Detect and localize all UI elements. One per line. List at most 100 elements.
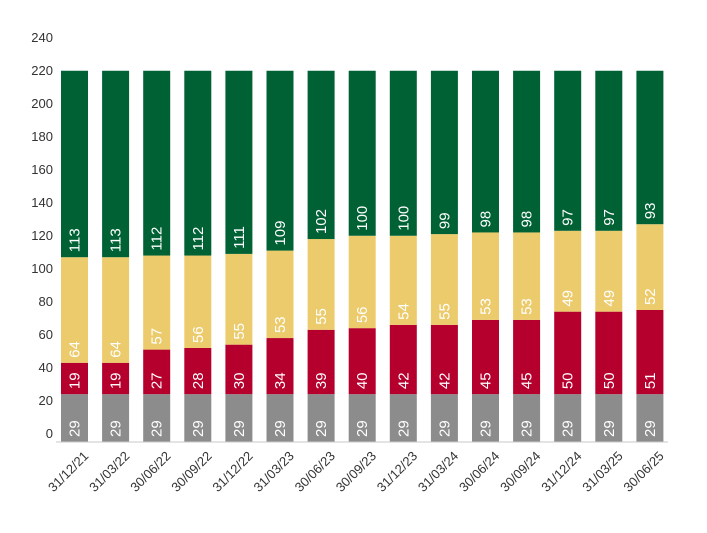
data-label: 19 [108, 372, 125, 389]
bar-segment-2 [554, 230, 582, 312]
data-label: 50 [560, 372, 577, 389]
y-tick-label: 240 [31, 30, 53, 45]
data-label: 113 [67, 228, 84, 252]
bar-segment-0 [266, 394, 294, 442]
bar-segment-0 [472, 394, 499, 442]
x-tick-label: 31/12/21 [45, 448, 91, 494]
data-label: 64 [67, 341, 84, 358]
data-label: 28 [190, 372, 207, 389]
bars [61, 70, 664, 442]
data-label: 54 [395, 303, 412, 320]
x-tick-label: 31/12/22 [209, 448, 255, 494]
bar-segment-2 [472, 232, 499, 320]
data-label: 100 [354, 206, 371, 231]
bar-segment-0 [143, 394, 171, 442]
y-tick-label: 0 [46, 426, 53, 441]
y-tick-label: 220 [31, 63, 53, 78]
x-tick-label: 31/03/25 [579, 448, 625, 494]
y-tick-label: 200 [31, 96, 53, 111]
y-tick-label: 40 [39, 360, 53, 375]
bar-segment-3 [513, 70, 541, 233]
x-tick-label: 30/06/23 [292, 448, 338, 494]
x-tick-label: 30/09/22 [168, 448, 214, 494]
y-tick-label: 20 [39, 393, 53, 408]
data-label: 29 [478, 420, 495, 437]
bar-segment-1 [184, 347, 212, 395]
data-label: 29 [272, 420, 289, 437]
data-label: 102 [313, 209, 330, 234]
y-tick-label: 160 [31, 162, 53, 177]
data-label: 98 [519, 211, 536, 228]
data-label: 19 [67, 372, 84, 389]
data-label: 29 [108, 420, 125, 437]
bar-segment-0 [225, 394, 253, 442]
bar-segment-3 [307, 70, 335, 240]
bar-segment-3 [225, 70, 253, 254]
bar-segment-3 [472, 70, 499, 233]
bar-segment-0 [307, 394, 335, 442]
y-axis: 0 20 40 60 80 100 120 140 160 180 200 220 240 [31, 30, 53, 441]
data-label: 29 [436, 420, 453, 437]
x-tick-label: 30/06/25 [620, 448, 666, 494]
data-label: 42 [395, 372, 412, 389]
data-label: 53 [478, 298, 495, 315]
bar-segment-2 [636, 224, 664, 310]
bar-segment-0 [430, 394, 458, 442]
bar-segment-1 [225, 344, 253, 395]
bar-segment-0 [102, 394, 130, 442]
bar-segment-0 [348, 394, 376, 442]
data-label: 112 [149, 227, 166, 251]
data-label: 99 [436, 212, 453, 229]
data-label: 29 [354, 420, 371, 437]
data-label: 29 [395, 420, 412, 437]
bar-segment-2 [143, 255, 171, 350]
data-label: 49 [601, 290, 618, 307]
data-label: 97 [560, 209, 577, 226]
data-label: 56 [190, 326, 207, 343]
y-tick-label: 100 [31, 261, 53, 276]
data-label: 30 [231, 372, 248, 389]
bar-segment-1 [595, 311, 623, 395]
bar-segment-2 [61, 257, 88, 363]
x-tick-label: 31/03/22 [86, 448, 132, 494]
data-label: 97 [601, 209, 618, 226]
data-label: 29 [560, 420, 577, 437]
data-label: 29 [519, 420, 536, 437]
data-label: 42 [436, 372, 453, 389]
data-label: 98 [478, 211, 495, 228]
bar-segment-3 [61, 70, 88, 258]
x-tick-label: 30/09/23 [333, 448, 379, 494]
bar-segment-2 [513, 232, 541, 320]
bar-segment-3 [102, 70, 130, 258]
bar-segment-3 [143, 70, 171, 256]
y-tick-label: 180 [31, 129, 53, 144]
data-label: 29 [313, 420, 330, 437]
data-label: 55 [313, 308, 330, 325]
data-label: 49 [560, 290, 577, 307]
x-tick-label: 30/06/24 [456, 448, 502, 494]
x-tick-label: 31/03/24 [415, 448, 461, 494]
bar-segment-0 [513, 394, 541, 442]
bar-segment-1 [554, 311, 582, 395]
data-label: 55 [436, 303, 453, 320]
data-labels: 29 19 64 113 29 19 64 113 29 27 57 112 29 28 56 112 29 30… [67, 203, 659, 437]
bar-segment-1 [472, 319, 499, 395]
x-tick-label: 31/12/23 [374, 448, 420, 494]
bar-segment-2 [595, 230, 623, 312]
y-tick-label: 140 [31, 195, 53, 210]
bar-segment-3 [554, 70, 582, 231]
y-tick-label: 80 [39, 294, 53, 309]
data-label: 29 [601, 420, 618, 437]
bar-segment-0 [636, 394, 664, 442]
data-label: 39 [313, 372, 330, 389]
bar-segment-2 [225, 253, 253, 345]
data-label: 45 [478, 372, 495, 389]
bar-segment-2 [266, 250, 294, 339]
data-label: 29 [149, 420, 166, 437]
bar-segment-3 [266, 70, 294, 251]
data-label: 40 [354, 372, 371, 389]
bar-segment-0 [554, 394, 582, 442]
bar-segment-0 [184, 394, 212, 442]
bar-segment-1 [636, 310, 664, 395]
data-label: 53 [272, 316, 289, 333]
